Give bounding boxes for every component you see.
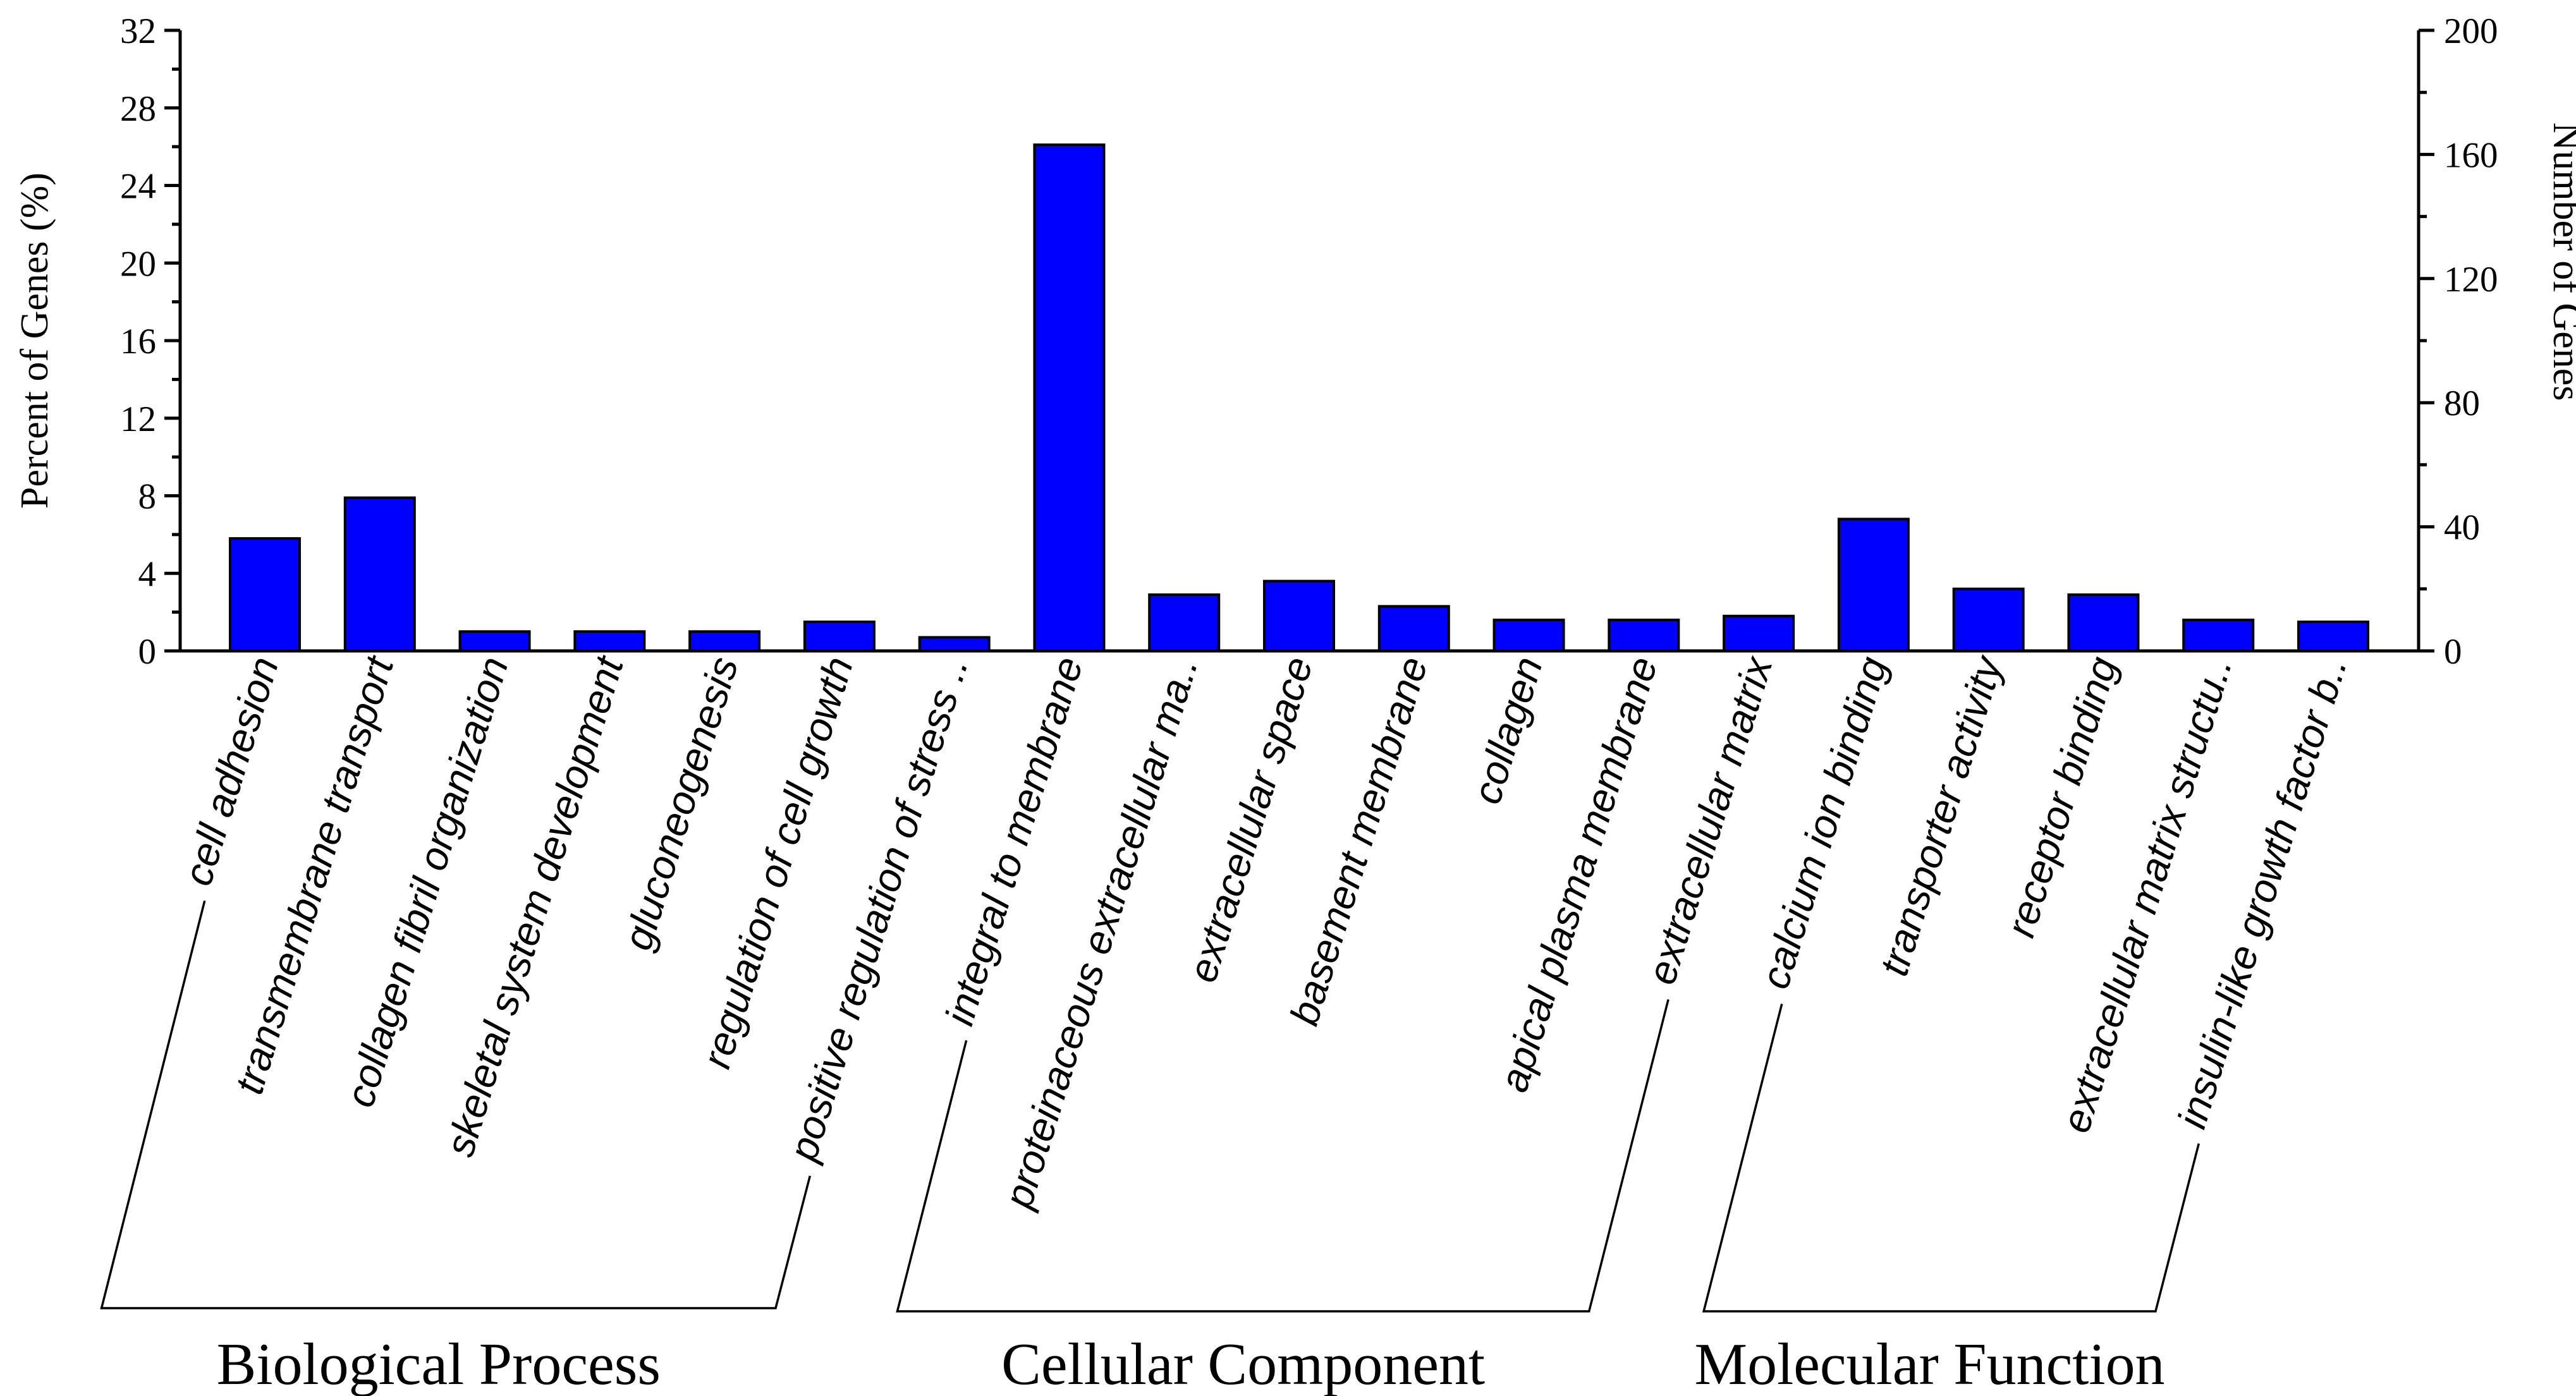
category-label: gluconeogenesis: [614, 652, 747, 955]
bar: [573, 630, 646, 652]
bar: [2067, 593, 2140, 652]
bar: [1148, 593, 1221, 652]
bar: [343, 496, 416, 652]
right-ticks: 0 40 80 120 160 200: [2419, 11, 2498, 672]
bar: [1492, 618, 1565, 653]
bar: [1837, 518, 1910, 653]
left-tick-label: 8: [138, 477, 157, 517]
right-tick-label: 80: [2444, 384, 2480, 423]
left-ticks: 0 4 8 12 16 20 24 28 32: [120, 11, 180, 672]
right-tick-label: 40: [2444, 508, 2480, 548]
bar: [2297, 620, 2369, 652]
bar: [918, 636, 991, 652]
group-bracket: [896, 999, 1670, 1313]
category-label: collagen: [1463, 652, 1551, 809]
bar: [688, 630, 761, 652]
bar: [2182, 618, 2255, 653]
right-tick-label: 0: [2444, 632, 2462, 672]
category-label: extracellular space: [1180, 652, 1322, 987]
left-axis-title: Percent of Genes (%): [13, 173, 56, 509]
bar: [458, 630, 531, 652]
category-label: calcium ion binding: [1752, 652, 1896, 994]
left-tick-label: 20: [120, 244, 156, 284]
left-tick-label: 16: [120, 322, 156, 361]
left-tick-label: 24: [120, 167, 156, 207]
group-label: Cellular Component: [1001, 1332, 1485, 1396]
left-tick-label: 0: [138, 632, 157, 672]
bars: [229, 143, 2369, 653]
bar: [1033, 143, 1106, 652]
left-tick-label: 4: [138, 554, 157, 594]
group-label: Molecular Function: [1695, 1332, 2165, 1396]
group-bracket: [1702, 1004, 2200, 1313]
right-tick-label: 120: [2444, 260, 2498, 300]
right-tick-label: 160: [2444, 135, 2498, 175]
bar: [1608, 618, 1680, 653]
bar: [1723, 614, 1795, 653]
left-tick-label: 28: [120, 89, 156, 129]
category-label: receptor binding: [1998, 652, 2126, 942]
group-bracket: [100, 900, 812, 1309]
bar: [1377, 605, 1450, 653]
category-label: extracellular matrix: [1639, 650, 1781, 990]
group-label: Biological Process: [217, 1332, 661, 1396]
bar: [803, 620, 876, 652]
right-axis-title: Number of Genes: [2545, 123, 2576, 401]
group-brackets: Biological Process Cellular Component Mole…: [100, 900, 2200, 1396]
right-tick-label: 200: [2444, 11, 2498, 51]
left-tick-label: 32: [120, 11, 156, 51]
category-label: cell adhesion: [174, 652, 287, 890]
bar: [229, 537, 301, 653]
category-label: transporter activity: [1871, 649, 2011, 981]
left-tick-label: 12: [120, 399, 156, 439]
bar: [1952, 587, 2025, 652]
bar: [1263, 580, 1335, 653]
